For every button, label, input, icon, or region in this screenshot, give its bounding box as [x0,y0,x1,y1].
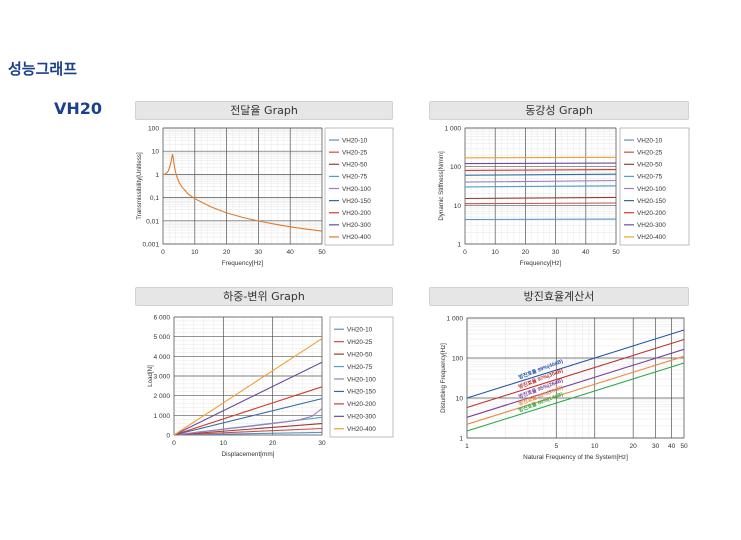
page-title: 성능그래프 [8,60,78,78]
model-name: VH20 [54,99,103,118]
load-displacement-graph-panel: 하중-변위 Graph [135,287,393,447]
chart-title: 방진효율계산서 [429,287,689,306]
x-axis-label: Natural Frequency of the System[Hz] [523,454,628,461]
chart-title: 전달율 Graph [135,101,393,120]
isolation-calculator-panel: 방진효율계산서 [429,287,689,447]
x-axis-label: Frequency[Hz] [222,260,264,267]
chart-title: 동강성 Graph [429,101,689,120]
dynamic-stiffness-graph-panel: 동강성 Graph [429,101,689,261]
x-axis-label: Displacement[mm] [222,451,275,458]
transmissibility-graph-panel: 전달율 Graph [135,101,393,261]
chart-title: 하중-변위 Graph [135,287,393,306]
x-axis-label: Frequency[Hz] [520,260,562,267]
